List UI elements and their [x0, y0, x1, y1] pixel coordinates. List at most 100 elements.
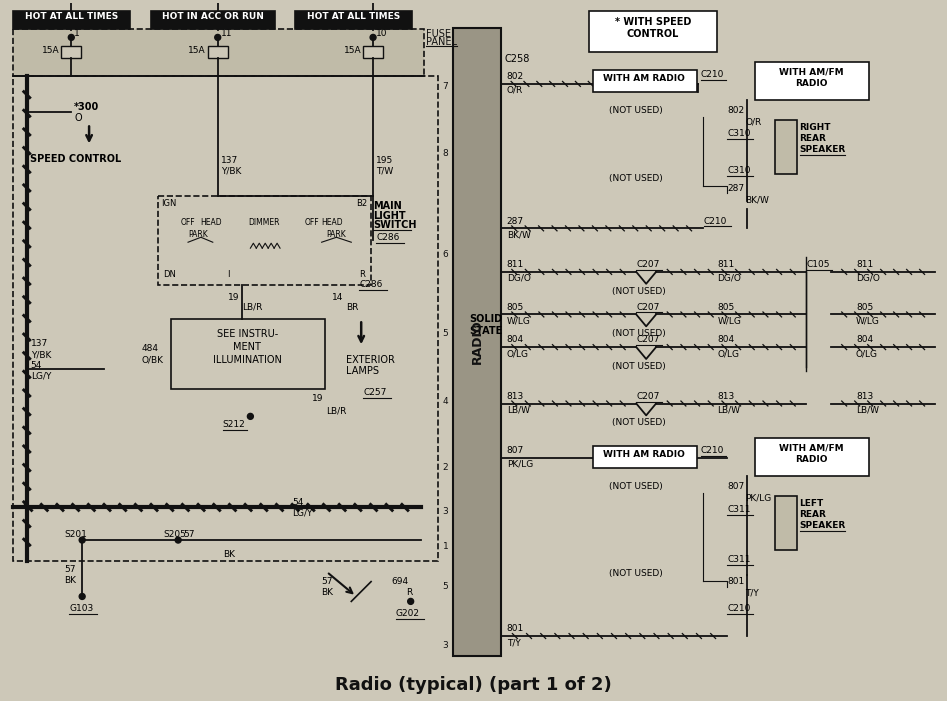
Text: (NOT USED): (NOT USED)	[609, 174, 662, 183]
Text: 54: 54	[292, 498, 303, 507]
Text: Radio (typical) (part 1 of 2): Radio (typical) (part 1 of 2)	[334, 676, 612, 693]
Text: C210: C210	[701, 446, 724, 455]
Text: C210: C210	[727, 604, 751, 613]
Text: 805: 805	[856, 303, 873, 311]
Text: C105: C105	[807, 260, 830, 269]
Text: Y/BK: Y/BK	[30, 350, 51, 359]
Text: O/R: O/R	[745, 118, 761, 127]
Bar	[775, 120, 796, 174]
Text: 804: 804	[856, 335, 873, 344]
Text: (NOT USED): (NOT USED)	[612, 329, 666, 339]
Text: MENT: MENT	[234, 342, 261, 352]
Text: C207: C207	[636, 335, 660, 344]
Text: T/Y: T/Y	[507, 638, 521, 647]
Bar	[207, 46, 227, 58]
Text: S201: S201	[64, 530, 87, 539]
Text: (NOT USED): (NOT USED)	[612, 418, 666, 428]
Text: 811: 811	[718, 260, 735, 269]
Text: RADIO: RADIO	[795, 455, 828, 464]
Text: (NOT USED): (NOT USED)	[612, 362, 666, 371]
Text: 195: 195	[376, 156, 393, 165]
Text: (NOT USED): (NOT USED)	[612, 287, 666, 296]
Text: R: R	[405, 587, 412, 597]
Text: S205: S205	[163, 530, 187, 539]
Text: CONTROL: CONTROL	[627, 29, 679, 39]
Text: 10: 10	[376, 29, 387, 39]
Text: 813: 813	[856, 392, 873, 401]
Text: Y/BK: Y/BK	[221, 166, 241, 175]
Text: C210: C210	[701, 70, 724, 79]
Text: MAIN: MAIN	[373, 200, 402, 211]
Circle shape	[80, 594, 85, 599]
Text: W/LG: W/LG	[856, 316, 880, 325]
Text: DIMMER: DIMMER	[248, 219, 280, 228]
Text: 15A: 15A	[42, 46, 60, 55]
Circle shape	[247, 414, 254, 419]
Circle shape	[215, 34, 221, 41]
Text: PK/LG: PK/LG	[507, 460, 533, 469]
Text: C311: C311	[727, 505, 751, 515]
Bar	[364, 46, 383, 58]
Text: FUSE: FUSE	[425, 29, 451, 39]
Text: 287: 287	[507, 217, 524, 226]
Text: 7: 7	[442, 82, 448, 91]
Text: 801: 801	[507, 624, 524, 633]
Text: 19: 19	[227, 293, 240, 301]
Text: 2: 2	[442, 463, 448, 472]
Text: 807: 807	[507, 446, 524, 455]
Text: LB/W: LB/W	[718, 405, 741, 414]
Text: 811: 811	[507, 260, 524, 269]
Text: HEAD: HEAD	[200, 219, 222, 228]
Text: 802: 802	[507, 72, 524, 81]
Text: 804: 804	[718, 335, 735, 344]
Text: C310: C310	[727, 130, 751, 138]
Text: C257: C257	[364, 388, 386, 397]
Text: REAR: REAR	[799, 135, 827, 144]
Text: 813: 813	[507, 392, 524, 401]
Text: C286: C286	[359, 280, 383, 289]
Bar	[775, 496, 796, 550]
Text: LAMPS: LAMPS	[347, 366, 380, 376]
Text: 137: 137	[221, 156, 238, 165]
Text: LG/Y: LG/Y	[292, 508, 313, 517]
Text: R: R	[359, 270, 366, 279]
Text: STATE: STATE	[470, 327, 503, 336]
Text: SWITCH: SWITCH	[373, 220, 417, 231]
Text: PARK: PARK	[188, 231, 207, 239]
Text: C286: C286	[376, 233, 400, 243]
Text: 6: 6	[442, 250, 448, 259]
Circle shape	[175, 537, 181, 543]
Text: SOLID: SOLID	[470, 315, 503, 325]
Text: T/W: T/W	[376, 166, 393, 175]
Text: 137: 137	[30, 339, 48, 348]
Text: SPEED CONTROL: SPEED CONTROL	[29, 154, 121, 164]
Bar	[755, 62, 868, 100]
Text: LB/W: LB/W	[507, 405, 529, 414]
Text: DG/O: DG/O	[507, 274, 530, 283]
Text: 3: 3	[442, 641, 448, 650]
Text: G103: G103	[69, 604, 94, 613]
Text: RIGHT: RIGHT	[799, 123, 831, 132]
Text: G202: G202	[396, 609, 420, 618]
Text: LB/W: LB/W	[856, 405, 879, 414]
Text: 15A: 15A	[344, 46, 361, 55]
Text: 801: 801	[727, 577, 744, 585]
Text: SEE INSTRU-: SEE INSTRU-	[217, 329, 278, 339]
Text: BK: BK	[64, 576, 77, 585]
Text: 57: 57	[322, 577, 333, 585]
Text: 19: 19	[312, 394, 323, 402]
Text: 484: 484	[141, 344, 158, 353]
Text: 15A: 15A	[188, 46, 205, 55]
Text: * WITH SPEED: * WITH SPEED	[615, 17, 691, 27]
Text: C207: C207	[636, 303, 660, 311]
Circle shape	[370, 34, 376, 41]
Circle shape	[80, 537, 85, 543]
Text: 5: 5	[442, 582, 448, 591]
Text: C207: C207	[636, 392, 660, 401]
Text: O/LG: O/LG	[507, 349, 528, 358]
Text: LEFT: LEFT	[799, 500, 824, 508]
Text: 694: 694	[391, 577, 408, 585]
Text: O: O	[74, 113, 81, 123]
Text: PARK: PARK	[327, 231, 347, 239]
Text: WITH AM/FM: WITH AM/FM	[779, 443, 844, 452]
